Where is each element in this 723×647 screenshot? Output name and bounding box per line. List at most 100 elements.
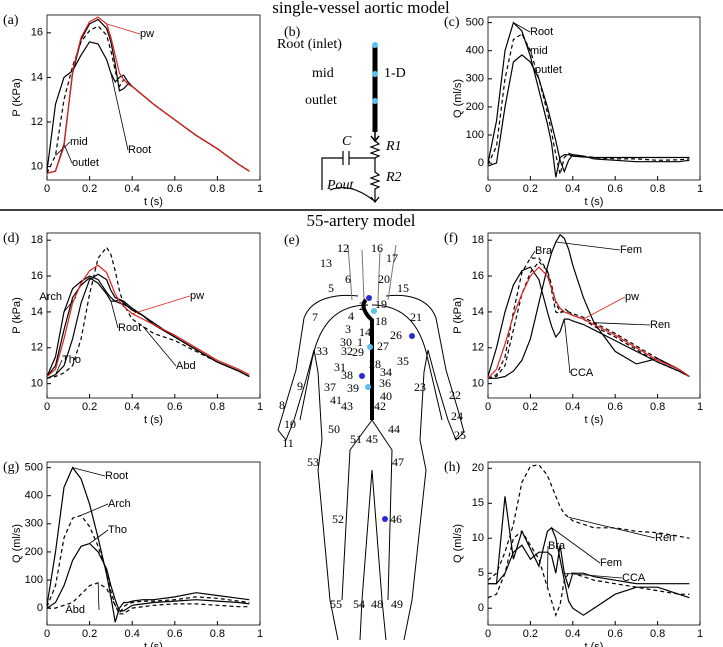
x-tick-label: 0.4 bbox=[125, 183, 140, 195]
x-tick-label: 0.4 bbox=[125, 401, 140, 413]
annotation-arrow bbox=[583, 296, 626, 320]
y-tick-label: 200 bbox=[466, 101, 484, 113]
series-label: Ren bbox=[650, 319, 670, 331]
series-label: Bra bbox=[535, 245, 553, 257]
vessel-number: 37 bbox=[324, 380, 336, 394]
annotation-arrow bbox=[55, 359, 63, 375]
vessel-number: 1 bbox=[357, 335, 363, 349]
series-label: mid bbox=[70, 136, 88, 148]
y-tick-label: 100 bbox=[25, 574, 43, 586]
y-axis-label: Q (ml/s) bbox=[452, 79, 464, 118]
y-tick-label: 16 bbox=[472, 270, 484, 282]
vessel-number: 10 bbox=[284, 417, 296, 431]
x-tick-label: 0 bbox=[485, 628, 491, 640]
series-label: pw bbox=[190, 290, 204, 302]
resistors bbox=[369, 140, 381, 201]
vessel-number: 50 bbox=[328, 422, 340, 436]
x-tick-label: 0.6 bbox=[167, 401, 182, 413]
series-line bbox=[46, 514, 250, 616]
series-line bbox=[487, 266, 690, 378]
series-label: Arch bbox=[108, 498, 131, 510]
x-tick-label: 0.8 bbox=[650, 183, 665, 195]
annotation-arrow bbox=[568, 516, 656, 539]
x-tick-label: 0 bbox=[44, 183, 50, 195]
x-axis-label: t (s) bbox=[144, 414, 163, 426]
vessel-number: 20 bbox=[378, 272, 390, 286]
series-line bbox=[46, 16, 250, 174]
annotation-arrow bbox=[530, 250, 536, 259]
vessel-number: 7 bbox=[312, 310, 318, 324]
series-label: Abd bbox=[65, 604, 85, 616]
vessel-number: 13 bbox=[320, 256, 332, 270]
y-tick-label: 12 bbox=[472, 342, 484, 354]
vessel-number: 40 bbox=[380, 389, 392, 403]
plot-frame bbox=[487, 16, 701, 181]
series-line bbox=[488, 233, 690, 379]
series-label: Fem bbox=[600, 557, 622, 569]
series-label: Root bbox=[530, 26, 553, 38]
y-tick-label: 14 bbox=[31, 306, 43, 318]
y-tick-label: 100 bbox=[466, 129, 484, 141]
y-tick-label: 5 bbox=[478, 567, 484, 579]
vessel-number: 4 bbox=[348, 309, 354, 323]
y-tick-label: 12 bbox=[31, 342, 43, 354]
vessel-number: 41 bbox=[330, 393, 342, 407]
x-tick-label: 0.2 bbox=[523, 183, 538, 195]
annotation-arrow bbox=[80, 503, 109, 516]
x-tick-label: 0.6 bbox=[608, 183, 623, 195]
plot-frame bbox=[46, 14, 261, 181]
y-axis-label: P (kPa) bbox=[11, 297, 23, 333]
series-label: CCA bbox=[622, 572, 646, 584]
node bbox=[367, 344, 373, 350]
vessel-number: 49 bbox=[391, 597, 403, 611]
annotation-arrow bbox=[132, 295, 191, 315]
vessel-number: 48 bbox=[371, 597, 383, 611]
vessel-number: 36 bbox=[379, 376, 391, 390]
y-tick-label: 300 bbox=[466, 73, 484, 85]
x-tick-label: 0 bbox=[485, 401, 491, 413]
vessel-number: 16 bbox=[371, 241, 383, 255]
x-tick-label: 0.8 bbox=[210, 401, 225, 413]
body-outline bbox=[277, 294, 465, 641]
series-label: Abd bbox=[176, 360, 196, 372]
vessel-number: 30 bbox=[340, 335, 352, 349]
series-line bbox=[487, 54, 690, 174]
series-line bbox=[47, 582, 250, 615]
series-label: Tho bbox=[62, 354, 81, 366]
diagram-label: R2 bbox=[385, 170, 402, 185]
x-tick-label: 1 bbox=[257, 183, 263, 195]
series-line bbox=[487, 266, 690, 379]
arteries bbox=[299, 304, 443, 601]
annotation-arrow bbox=[89, 529, 109, 544]
x-axis-label: t (s) bbox=[585, 414, 604, 426]
y-tick-label: 500 bbox=[25, 462, 43, 474]
annotation-arrow bbox=[555, 241, 621, 251]
vessel-number: 15 bbox=[397, 281, 409, 295]
y-tick-label: 12 bbox=[31, 116, 43, 128]
series-line bbox=[487, 260, 690, 379]
y-tick-label: 0 bbox=[37, 602, 43, 614]
series-line bbox=[487, 530, 690, 617]
x-tick-label: 0.6 bbox=[167, 628, 182, 640]
x-tick-label: 0 bbox=[44, 628, 50, 640]
diagram-label: 1-D bbox=[384, 66, 406, 81]
x-tick-label: 0.2 bbox=[523, 628, 538, 640]
vessel-number: 32 bbox=[341, 344, 353, 358]
aorta bbox=[361, 298, 374, 420]
vessel-number: 44 bbox=[388, 422, 400, 436]
vessel-number: 45 bbox=[366, 432, 378, 446]
y-tick-label: 20 bbox=[472, 462, 484, 474]
vessel-number: 3 bbox=[345, 322, 351, 336]
x-tick-label: 0.8 bbox=[650, 401, 665, 413]
series-label: pw bbox=[625, 291, 639, 303]
x-tick-label: 0.2 bbox=[82, 628, 97, 640]
annotation-arrow bbox=[521, 33, 531, 52]
x-tick-label: 1 bbox=[697, 628, 703, 640]
annotation-arrow bbox=[110, 72, 129, 151]
annotation-arrow bbox=[97, 582, 100, 611]
x-tick-label: 0.4 bbox=[565, 628, 580, 640]
y-tick-label: 10 bbox=[31, 378, 43, 390]
vessel-number: 8 bbox=[279, 398, 285, 412]
